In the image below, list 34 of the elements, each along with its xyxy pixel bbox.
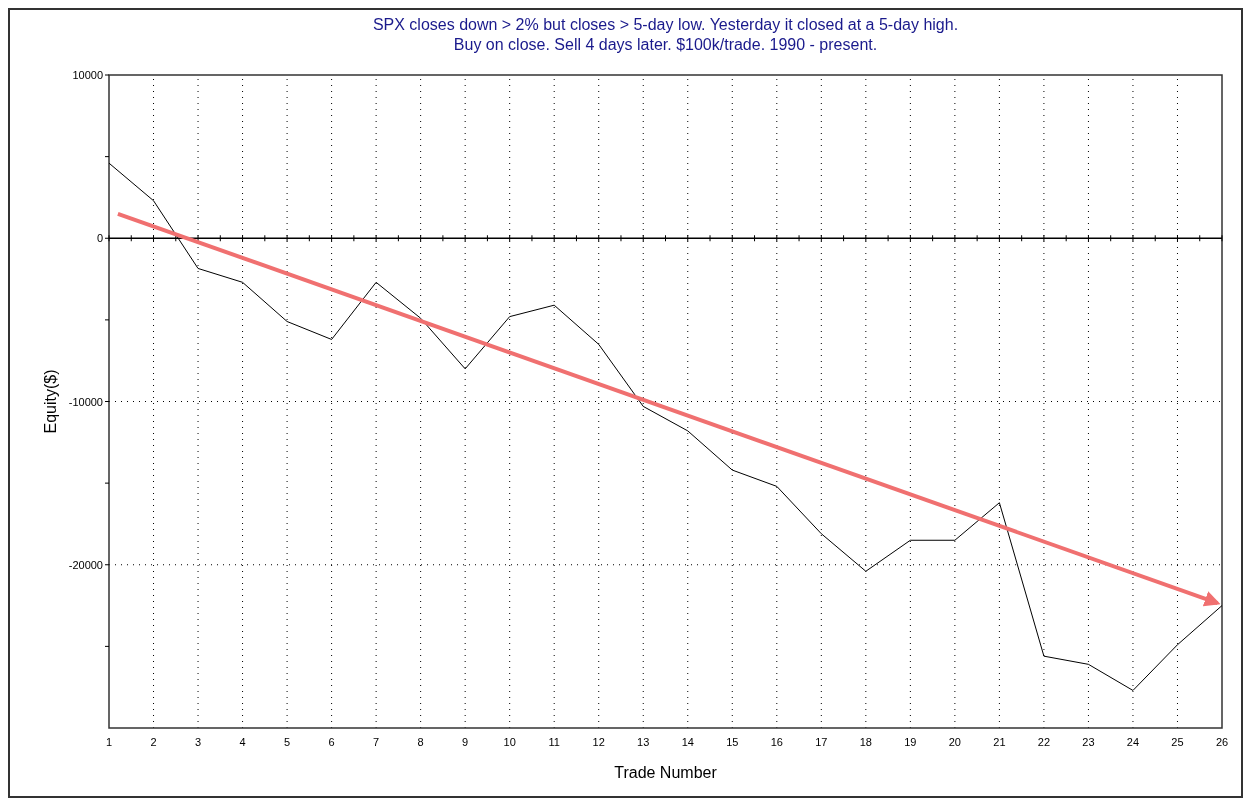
y-tick-label: -10000	[68, 395, 103, 408]
chart-subtitle: Buy on close. Sell 4 days later. $100k/trade. 1990 - present.	[453, 36, 878, 53]
x-tick-label: 10	[503, 736, 516, 748]
x-tick-label: 17	[815, 736, 828, 748]
chart-title: SPX closes down > 2% but closes > 5-day low. Yesterday it closed at a 5-day high.	[372, 16, 959, 33]
x-tick-label: 3	[194, 736, 202, 748]
x-tick-label: 21	[993, 736, 1006, 748]
x-tick-label: 15	[726, 736, 739, 748]
x-tick-label: 14	[681, 736, 694, 748]
y-tick-label: -20000	[68, 558, 103, 571]
x-tick-label: 22	[1037, 736, 1051, 748]
y-tick-label: 10000	[72, 69, 103, 81]
x-axis-title: Trade Number	[614, 764, 718, 781]
x-tick-label: 5	[284, 736, 291, 748]
x-tick-label: 12	[592, 736, 605, 748]
x-tick-label: 18	[859, 736, 872, 748]
x-tick-label: 23	[1082, 736, 1095, 748]
x-tick-label: 19	[904, 736, 917, 748]
x-tick-label: 8	[417, 736, 424, 748]
x-tick-label: 7	[373, 736, 380, 748]
y-axis-title: Equity($)	[42, 369, 59, 434]
x-tick-label: 16	[770, 736, 783, 748]
y-tick-label: 0	[96, 232, 103, 245]
x-tick-label: 11	[548, 736, 560, 748]
x-tick-label: 24	[1126, 736, 1140, 748]
x-tick-label: 26	[1215, 736, 1229, 748]
x-tick-label: 9	[462, 736, 469, 748]
x-tick-label: 1	[105, 736, 113, 748]
x-tick-label: 13	[637, 736, 650, 748]
x-tick-label: 2	[150, 736, 157, 748]
x-tick-label: 6	[328, 736, 335, 748]
x-tick-label: 25	[1171, 736, 1184, 748]
x-tick-label: 20	[948, 736, 962, 748]
x-tick-label: 4	[239, 736, 246, 748]
